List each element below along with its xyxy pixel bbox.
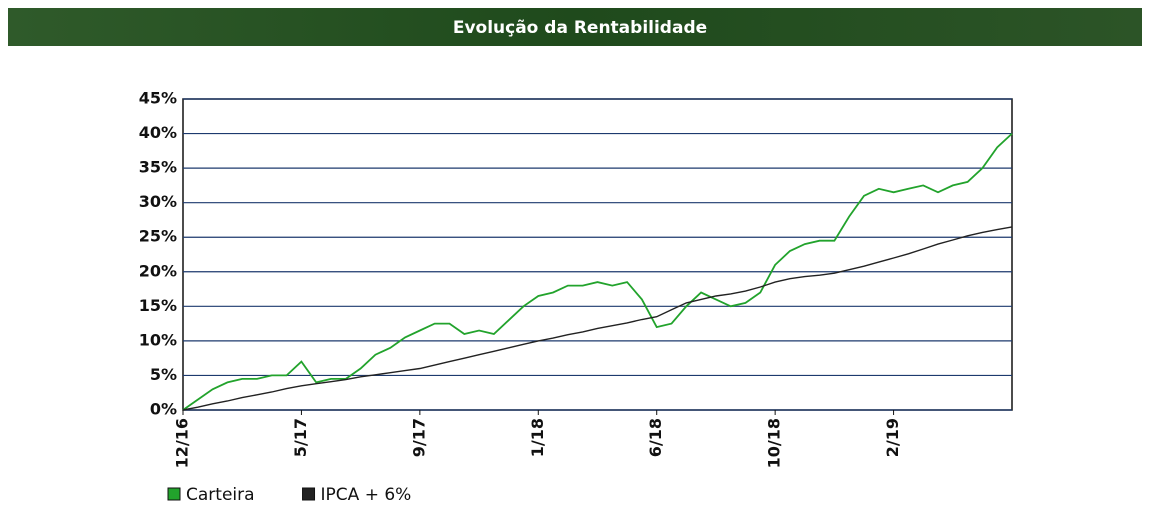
x-tick-label: 6/18 xyxy=(646,418,665,457)
x-tick-label: 2/19 xyxy=(883,418,902,457)
x-tick-label: 1/18 xyxy=(528,418,547,457)
y-tick-label: 15% xyxy=(139,296,177,315)
plot-frame xyxy=(182,98,1013,411)
y-tick-label: 10% xyxy=(139,330,177,349)
x-tick-label: 5/17 xyxy=(291,418,310,457)
x-tick-label: 9/17 xyxy=(409,418,428,457)
chart-title: Evolução da Rentabilidade xyxy=(453,18,707,38)
y-tick-label: 45% xyxy=(139,89,177,108)
legend-label: IPCA + 6% xyxy=(321,485,412,505)
y-tick-label: 20% xyxy=(139,261,177,280)
y-tick-label: 30% xyxy=(139,192,177,211)
y-tick-label: 5% xyxy=(150,365,177,384)
series-line xyxy=(182,132,1013,411)
x-tick-label: 12/16 xyxy=(173,418,192,468)
y-tick-label: 35% xyxy=(139,158,177,177)
x-tick-label: 10/18 xyxy=(765,418,784,468)
legend-swatch xyxy=(167,487,181,501)
header-banner xyxy=(8,8,1142,46)
y-tick-label: 40% xyxy=(139,123,177,142)
legend-label: Carteira xyxy=(186,485,255,505)
y-tick-label: 25% xyxy=(139,227,177,246)
y-tick-label: 0% xyxy=(150,400,177,419)
legend-swatch xyxy=(302,487,316,501)
series-line xyxy=(182,226,1013,411)
